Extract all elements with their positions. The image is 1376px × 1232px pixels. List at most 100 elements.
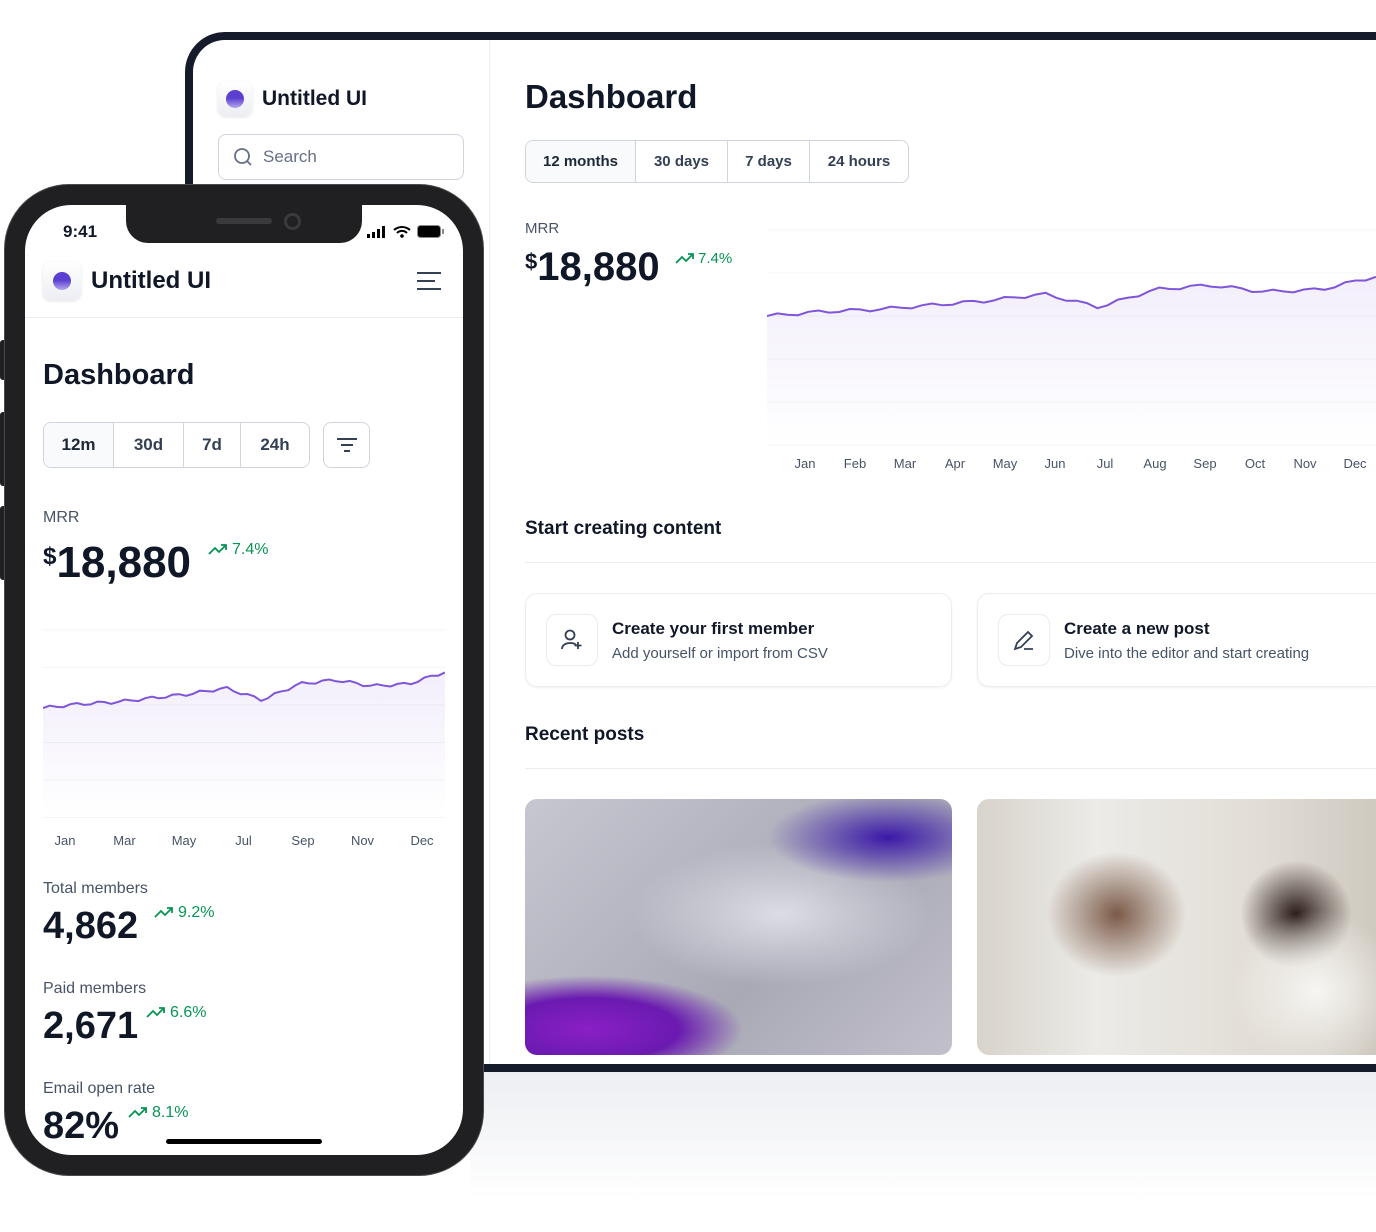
- status-icons: [367, 225, 444, 238]
- post-image-office[interactable]: [977, 799, 1376, 1055]
- signal-icon: [367, 225, 385, 238]
- currency-symbol: $: [525, 249, 538, 275]
- mrr-change: 7.4%: [207, 541, 268, 559]
- device-shadow: [470, 1070, 1376, 1200]
- tab-12-months[interactable]: 12 months: [526, 141, 636, 182]
- phone-frame: 9:41 Untitled UI Dashboard 12m 30d 7d 24…: [5, 185, 483, 1175]
- mrr-label: MRR: [525, 220, 560, 237]
- page-title: Dashboard: [525, 78, 698, 115]
- stat-label: Email open rate: [43, 1080, 156, 1097]
- battery-icon: [417, 225, 444, 238]
- card-subtitle: Dive into the editor and start creating: [1064, 644, 1310, 662]
- brand-name: Untitled UI: [262, 87, 367, 110]
- x-tick-label: Jul: [1097, 456, 1114, 471]
- stat-value: 2,671: [43, 1005, 139, 1047]
- tab-30d[interactable]: 30d: [114, 423, 184, 467]
- x-tick-label: Jul: [235, 833, 252, 848]
- trend-up-icon: [208, 544, 227, 555]
- tab-7d[interactable]: 7d: [184, 423, 241, 467]
- stat-change: 8.1%: [127, 1104, 188, 1122]
- stat-change-value: 6.6%: [170, 1004, 207, 1021]
- phone-volume-up: [0, 412, 6, 486]
- post-image-abstract[interactable]: [525, 799, 952, 1055]
- stat-change-value: 8.1%: [152, 1104, 189, 1121]
- tab-12m[interactable]: 12m: [44, 423, 114, 467]
- mrr-label: MRR: [43, 509, 80, 526]
- x-tick-label: Oct: [1245, 456, 1266, 471]
- x-tick-label: Mar: [894, 456, 917, 471]
- logo-icon: [218, 82, 252, 116]
- tab-30-days[interactable]: 30 days: [636, 141, 728, 182]
- x-tick-label: Apr: [945, 456, 966, 471]
- brand-logo[interactable]: Untitled UI: [218, 82, 367, 116]
- stat-label: Total members: [43, 880, 148, 897]
- x-tick-label: Jun: [1045, 456, 1066, 471]
- logo-icon: [43, 262, 81, 300]
- brand-logo[interactable]: Untitled UI: [43, 262, 211, 300]
- mrr-change-value: 7.4%: [698, 250, 733, 267]
- mrr-change-value: 7.4%: [232, 541, 269, 558]
- filter-icon: [336, 438, 357, 452]
- area-fill: [767, 276, 1376, 445]
- mrr-value: $18,880: [525, 245, 660, 290]
- tab-7-days[interactable]: 7 days: [728, 141, 810, 182]
- card-subtitle: Add yourself or import from CSV: [612, 644, 828, 662]
- series-line: [43, 671, 445, 709]
- mrr-change: 7.4%: [675, 250, 732, 267]
- header-divider: [25, 317, 463, 318]
- sidebar: Untitled UI Search: [193, 40, 490, 1064]
- trend-up-icon: [675, 252, 694, 264]
- phone-notch: [126, 205, 362, 243]
- trend-up-icon: [128, 1107, 147, 1118]
- phone-screen: 9:41 Untitled UI Dashboard 12m 30d 7d 24…: [25, 205, 463, 1155]
- card-create-member[interactable]: Create your first member Add yourself or …: [525, 593, 952, 687]
- x-tick-label: Mar: [113, 833, 136, 848]
- x-tick-label: May: [993, 456, 1018, 471]
- search-input[interactable]: Search: [218, 134, 464, 180]
- x-tick-label: Dec: [1343, 456, 1367, 471]
- page-title: Dashboard: [43, 359, 195, 391]
- tab-24h[interactable]: 24h: [260, 435, 290, 454]
- stat-change-value: 9.2%: [178, 904, 215, 921]
- x-tick-label: May: [172, 833, 197, 848]
- home-indicator: [166, 1139, 322, 1144]
- mrr-chart: Jan Mar May Jul Sep Nov Dec: [43, 629, 445, 848]
- x-tick-label: Nov: [351, 833, 375, 848]
- status-time: 9:41: [63, 222, 98, 241]
- x-tick-label: Dec: [410, 833, 434, 848]
- filter-button[interactable]: [323, 422, 370, 468]
- x-tick-label: Sep: [1193, 456, 1216, 471]
- tab-24-hours[interactable]: 24 hours: [827, 153, 891, 170]
- phone-volume-down: [0, 506, 6, 580]
- x-tick-label: Jan: [795, 456, 816, 471]
- pencil-icon: [998, 614, 1050, 666]
- card-title: Create your first member: [612, 618, 815, 638]
- menu-icon[interactable]: [417, 272, 441, 290]
- search-placeholder: Search: [263, 147, 317, 166]
- x-tick-label: Feb: [844, 456, 866, 471]
- area-fill: [43, 672, 445, 818]
- time-range-tabs: 12 months 30 days 7 days 24 hours: [525, 140, 909, 183]
- stat-value: 4,862: [43, 905, 139, 947]
- mrr-chart: Jan Feb Mar Apr May Jun Jul Aug Sep Oct Nov Dec: [767, 229, 1376, 471]
- stat-change: 6.6%: [145, 1004, 206, 1022]
- x-tick-label: Nov: [1293, 456, 1317, 471]
- stat-value: 82%: [43, 1105, 120, 1147]
- mrr-value: $18,880: [43, 538, 191, 588]
- card-create-post[interactable]: Create a new post Dive into the editor an…: [977, 593, 1376, 687]
- trend-up-icon: [146, 1007, 165, 1018]
- x-tick-label: Sep: [291, 833, 314, 848]
- brand-name: Untitled UI: [91, 267, 211, 294]
- card-title: Create a new post: [1064, 618, 1210, 638]
- x-tick-label: Aug: [1143, 456, 1166, 471]
- x-tick-label: Jan: [55, 833, 76, 848]
- time-range-tabs: 12m 30d 7d 24h: [43, 422, 310, 468]
- user-plus-icon: [546, 614, 598, 666]
- search-icon: [234, 148, 252, 166]
- section-recent-posts: Recent posts: [525, 724, 1376, 769]
- series-line: [767, 275, 1376, 317]
- wifi-icon: [393, 226, 411, 238]
- stat-label: Paid members: [43, 980, 147, 997]
- trend-up-icon: [154, 907, 173, 918]
- main-content: Dashboard 12 months 30 days 7 days 24 ho…: [525, 40, 1376, 1064]
